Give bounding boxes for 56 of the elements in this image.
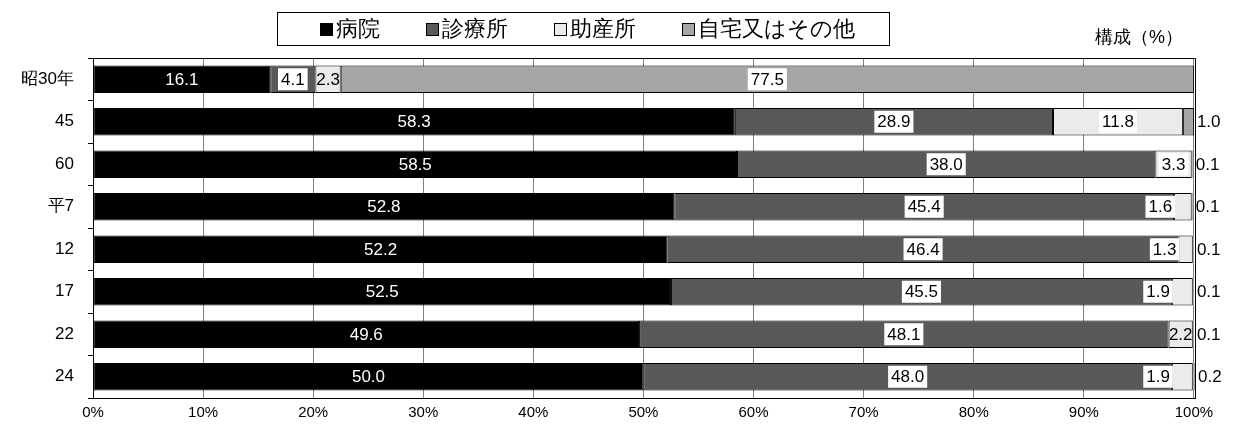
x-tick-label: 100% <box>1174 403 1214 421</box>
data-label: 0.1 <box>1196 282 1221 302</box>
legend-label: 診療所 <box>442 16 508 41</box>
data-label: 4.1 <box>280 69 305 89</box>
data-label: 1.6 <box>1148 197 1173 217</box>
data-label: 16.1 <box>165 69 199 89</box>
y-tick-label: 45 <box>55 111 74 131</box>
y-tick-label: 60 <box>55 153 74 173</box>
data-label: 1.9 <box>1146 367 1170 387</box>
data-label: 0.1 <box>1195 197 1220 217</box>
data-label: 50.0 <box>351 367 386 387</box>
data-label: 0.1 <box>1195 154 1220 174</box>
data-label: 45.5 <box>904 282 938 302</box>
data-label: 1.0 <box>1196 112 1221 132</box>
data-label: 49.6 <box>349 324 383 344</box>
data-label: 28.9 <box>877 112 911 132</box>
data-label: 2.2 <box>1168 324 1193 344</box>
data-label: 48.0 <box>891 367 925 387</box>
x-tick-label: 40% <box>518 403 549 421</box>
x-tick-label: 10% <box>188 403 219 421</box>
x-axis-title: 構成（%） <box>1094 27 1183 47</box>
data-label: 77.5 <box>750 69 784 89</box>
data-label: 58.3 <box>397 112 431 132</box>
legend-label: 助産所 <box>570 16 636 41</box>
data-label: 52.8 <box>367 197 401 217</box>
x-tick-label: 0% <box>82 403 104 421</box>
data-label: 38.0 <box>929 154 963 174</box>
legend-label: 病院 <box>336 16 380 41</box>
data-label: 58.5 <box>398 154 432 174</box>
data-label: 1.9 <box>1146 282 1170 302</box>
x-tick-label: 20% <box>298 403 329 421</box>
y-tick-label: 24 <box>55 366 74 386</box>
x-tick-label: 80% <box>958 403 989 421</box>
data-label: 0.2 <box>1198 367 1222 387</box>
x-tick-label: 90% <box>1068 403 1099 421</box>
x-tick-label: 50% <box>628 403 659 421</box>
y-tick-label: 昭30年 <box>21 68 74 88</box>
x-tick-label: 70% <box>848 403 879 421</box>
data-label: 3.3 <box>1161 154 1186 174</box>
data-label: 2.3 <box>316 69 340 89</box>
data-label: 1.3 <box>1152 239 1177 259</box>
x-tick-label: 60% <box>738 403 769 421</box>
data-label: 46.4 <box>906 239 940 259</box>
y-tick-label: 17 <box>55 281 74 301</box>
data-label: 0.1 <box>1196 324 1221 344</box>
y-tick-label: 平7 <box>47 196 74 216</box>
y-tick-label: 22 <box>55 323 74 343</box>
data-label: 0.1 <box>1196 239 1221 259</box>
x-tick-label: 30% <box>408 403 439 421</box>
legend-label: 自宅又はその他 <box>698 16 855 41</box>
data-label: 52.2 <box>364 239 398 259</box>
data-label: 48.1 <box>887 324 921 344</box>
y-tick-label: 12 <box>55 238 74 258</box>
data-label: 52.5 <box>365 282 399 302</box>
data-label: 11.8 <box>1102 112 1134 132</box>
data-label: 45.4 <box>907 197 941 217</box>
